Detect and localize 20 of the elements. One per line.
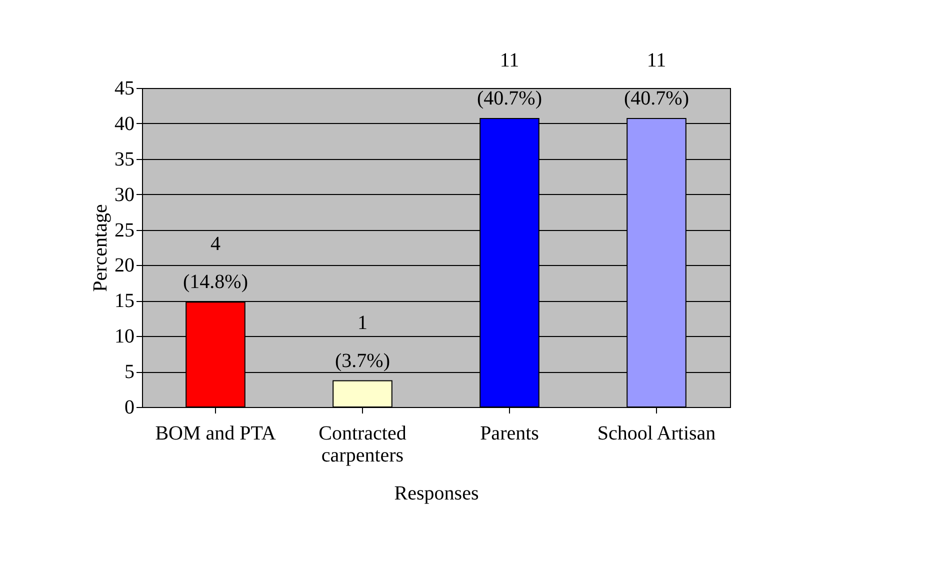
- text: 1 (3.7%): [335, 312, 390, 372]
- y-tick-label: 0: [124, 396, 134, 418]
- y-tick-label: 40: [114, 112, 134, 135]
- x-tick-label: BOM and PTA: [155, 422, 276, 444]
- y-tick-label: 10: [114, 326, 134, 348]
- x-axis-title: Responses: [394, 482, 479, 504]
- x-tick-label: School Artisan: [597, 422, 716, 444]
- y-tick-label: 45: [114, 78, 134, 100]
- y-tick-label: 30: [114, 184, 134, 206]
- text: 11 (40.7%): [477, 49, 542, 110]
- y-tick-label: 20: [114, 254, 134, 277]
- text: 4 (14.8%): [183, 233, 248, 294]
- x-tick-label: Contracted carpenters: [318, 422, 406, 466]
- y-tick-label: 5: [124, 361, 134, 384]
- y-tick-label: 35: [114, 148, 134, 170]
- text: 11 (40.7%): [624, 49, 689, 110]
- y-tick-label: 25: [114, 219, 134, 242]
- y-tick-label: 15: [114, 290, 134, 312]
- y-axis-title: Percentage: [90, 204, 112, 292]
- x-tick-label: Parents: [480, 422, 540, 444]
